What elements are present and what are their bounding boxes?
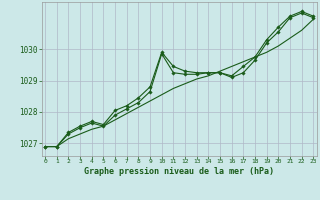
X-axis label: Graphe pression niveau de la mer (hPa): Graphe pression niveau de la mer (hPa)	[84, 167, 274, 176]
